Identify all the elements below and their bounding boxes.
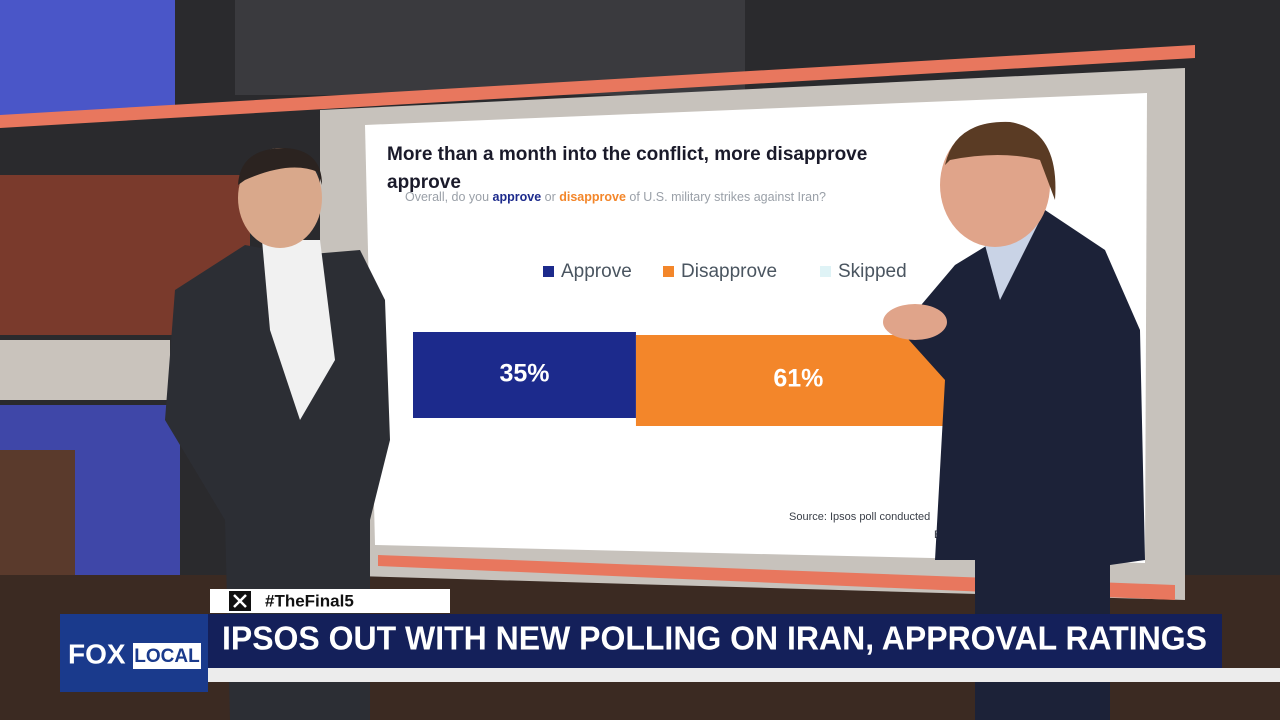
headline-band <box>208 614 1222 668</box>
blue-wall-light <box>0 0 175 115</box>
question-part: disapprove <box>559 190 626 204</box>
legend-swatch <box>543 266 554 277</box>
presenter-right-suit <box>900 210 1145 720</box>
screen-question: Overall, do you approve or disapprove of… <box>405 190 826 204</box>
presenter-right <box>883 121 1145 720</box>
logo-local: LOCAL <box>134 646 200 667</box>
presenter-right-hair <box>945 121 1056 200</box>
hashtag: #TheFinal5 <box>265 591 354 610</box>
presenter-right-hands <box>883 304 947 340</box>
question-part: Overall, do you <box>405 190 493 204</box>
x-logo-mark <box>233 594 247 608</box>
question-part: or <box>541 190 559 204</box>
question-part: of U.S. military strikes against Iran? <box>626 190 826 204</box>
bar-segment <box>413 332 636 418</box>
logo-local-box <box>133 643 201 669</box>
ticker-band <box>208 668 1280 682</box>
legend-swatch <box>820 266 831 277</box>
headline: IPSOS OUT WITH NEW POLLING ON IRAN, APPR… <box>222 620 1207 657</box>
legend-swatch <box>663 266 674 277</box>
legend-label: Approve <box>561 261 632 282</box>
screen-title: approve <box>387 172 461 193</box>
screen-title: More than a month into the conflict, mor… <box>387 144 867 165</box>
presenter-left-hair <box>238 148 322 185</box>
bar-label: 61% <box>773 365 823 393</box>
legend-label: Disapprove <box>681 261 777 282</box>
wall-ledge <box>0 340 170 400</box>
frame-top-light <box>0 45 1195 128</box>
source-note: Source: Ipsos poll conducted <box>789 511 930 523</box>
bar-label: 35% <box>499 360 549 388</box>
legend-label: Skipped <box>838 261 907 282</box>
presenter-left-shirt <box>262 240 335 420</box>
logo-fox: FOX <box>68 638 126 669</box>
question-part: approve <box>493 190 542 204</box>
lower-third: #TheFinal5 FOX LOCAL IPSOS OUT WITH NEW … <box>60 589 1280 692</box>
